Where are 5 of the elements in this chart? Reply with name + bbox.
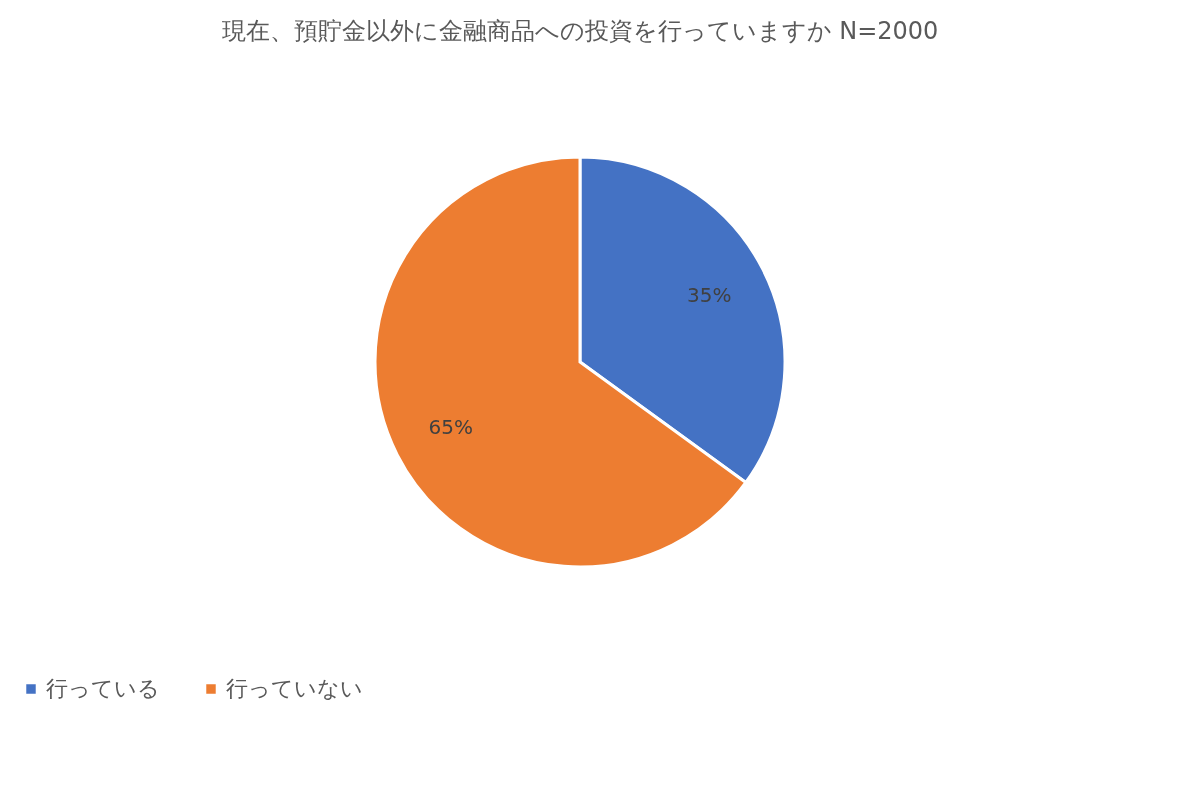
data-label: 65% <box>428 414 474 439</box>
chart-title: 現在、預貯金以外に金融商品への投資を行っていますか N=2000 <box>221 17 939 45</box>
legend-label: 行っていない <box>226 676 363 701</box>
legend-label: 行っている <box>46 676 160 701</box>
data-label: 35% <box>686 283 732 308</box>
